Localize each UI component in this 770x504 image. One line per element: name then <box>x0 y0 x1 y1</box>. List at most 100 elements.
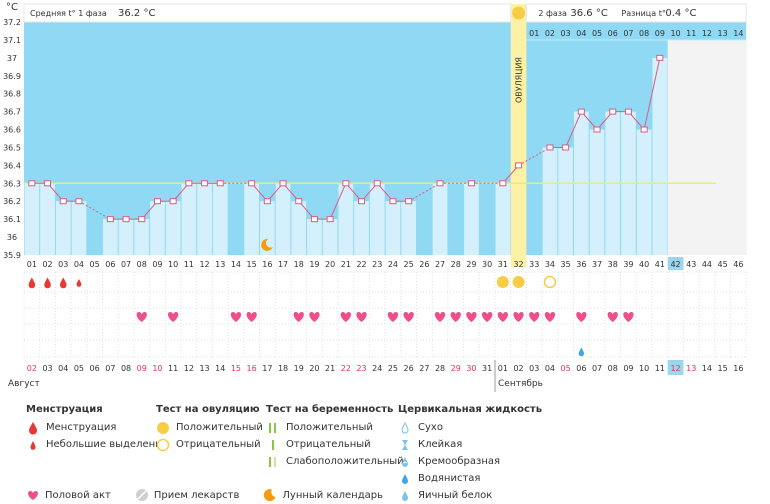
legend-item-light-bleeding: Небольшие выделения <box>26 436 168 453</box>
y-tick-label: 36.4 <box>3 161 21 170</box>
temperature-point <box>153 198 161 205</box>
temperature-point <box>248 180 256 187</box>
weak-stripes-icon <box>266 455 280 469</box>
legend-cervical: Цервикальная жидкость Сухо Клейкая Кремо… <box>398 404 542 504</box>
phase2-day-label: 02 <box>545 29 555 38</box>
cycle-day-label: 21 <box>341 260 351 269</box>
temperature-point <box>624 108 632 115</box>
legend-item-label: Небольшие выделения <box>46 439 168 450</box>
legend-pregnancy-test: Тест на беременность Положительный Отриц… <box>266 404 404 470</box>
heart-icon <box>450 312 461 322</box>
temperature-point <box>279 180 287 187</box>
temperature-bar <box>385 201 401 255</box>
calendar-date-label: 20 <box>309 364 319 373</box>
ovulation-test-positive-icon <box>512 276 525 288</box>
calendar-date-label: 21 <box>325 364 335 373</box>
calendar-date-label: 03 <box>42 364 52 373</box>
cycle-day-label: 33 <box>529 260 539 269</box>
current-date-highlight <box>667 360 684 375</box>
calendar-date-label: 08 <box>608 364 618 373</box>
temperature-point <box>106 216 114 223</box>
heart-icon <box>544 312 556 322</box>
temperature-bar <box>181 183 197 255</box>
legend-item-label: Лунный календарь <box>282 489 383 501</box>
calendar-date-label: 13 <box>199 364 209 373</box>
temperature-point <box>138 216 146 223</box>
temperature-line-segment <box>329 183 347 220</box>
temperature-point <box>358 198 366 205</box>
calendar-date-label: 08 <box>121 364 131 373</box>
legend-item-creamy: Кремообразная <box>398 453 542 470</box>
cycle-day-label: 34 <box>545 260 555 269</box>
heart-icon <box>246 312 257 322</box>
calendar-date-label: 01 <box>498 364 508 373</box>
cycle-day-label: 13 <box>215 260 225 269</box>
creamy-icon <box>398 455 412 469</box>
one-stripe-icon <box>266 438 280 452</box>
legend-item-sticky: Клейкая <box>398 436 542 453</box>
temperature-point <box>75 198 83 205</box>
legend-item-label: Положительный <box>286 422 373 433</box>
calendar-date-label: 10 <box>639 364 649 373</box>
ovulation-band <box>510 4 527 267</box>
heart-icon <box>340 312 351 322</box>
cycle-day-label: 35 <box>561 260 571 269</box>
legend-item-label: Яичный белок <box>418 490 493 501</box>
phase2-day-label: 09 <box>655 29 665 38</box>
temperature-bar <box>24 183 40 255</box>
cycle-day-label: 45 <box>718 260 728 269</box>
temperature-point <box>263 198 271 205</box>
temperature-point <box>216 180 224 187</box>
temperature-bar <box>495 183 511 255</box>
temperature-bar <box>150 201 165 255</box>
legend-cervical-title: Цервикальная жидкость <box>398 404 543 415</box>
cycle-day-label: 46 <box>733 260 743 269</box>
sun-outline-icon <box>156 438 170 452</box>
legend-menstruation-title: Менструация <box>26 404 103 415</box>
calendar-date-label: 24 <box>372 364 382 373</box>
legend-item-dry: Сухо <box>398 419 542 436</box>
y-tick-label: 37.2 <box>3 18 21 27</box>
cycle-day-label: 38 <box>608 260 618 269</box>
legend-item-label: Кремообразная <box>418 456 501 467</box>
phase2-day-label: 06 <box>608 29 618 38</box>
temperature-point <box>593 126 601 133</box>
legend-item-preg-negative: Отрицательный <box>266 436 404 453</box>
phase2-day-label: 14 <box>733 29 743 38</box>
calendar-date-label: 31 <box>482 364 492 373</box>
legend-item-label: Положительный <box>176 422 263 433</box>
calendar-date-label: 29 <box>451 364 461 373</box>
temperature-point <box>185 180 193 187</box>
phase2-day-label: 12 <box>702 29 712 38</box>
temperature-point <box>405 198 413 205</box>
temperature-bar <box>307 219 322 255</box>
cycle-day-label: 27 <box>435 260 445 269</box>
cycle-day-label: 36 <box>576 260 586 269</box>
calendar-date-label: 27 <box>419 364 429 373</box>
legend-ovulation-test-title: Тест на овуляцию <box>156 404 260 415</box>
cycle-day-label: 04 <box>74 260 84 269</box>
temperature-point <box>515 162 523 169</box>
cycle-day-label: 08 <box>137 260 147 269</box>
legend-item-ov-negative: Отрицательный <box>156 436 263 453</box>
menstruation-drop-icon <box>44 277 51 289</box>
heart-icon <box>136 312 147 322</box>
temperature-bar <box>354 201 369 255</box>
calendar-date-label: 12 <box>670 364 680 373</box>
legend-item-preg-weak: Слабоположительный <box>266 453 404 470</box>
temperature-bar <box>401 201 416 255</box>
heart-icon <box>26 488 40 502</box>
y-tick-label: 36.2 <box>3 197 21 206</box>
ovulation-test-positive-icon <box>496 276 509 288</box>
y-tick-label: 36 <box>7 233 17 242</box>
sun-filled-icon <box>156 421 170 435</box>
legend-ovulation-test: Тест на овуляцию Положительный Отрицател… <box>156 404 263 453</box>
cycle-day-label: 02 <box>42 260 52 269</box>
calendar-date-label: 02 <box>513 364 523 373</box>
cycle-day-label: 12 <box>199 260 209 269</box>
watery-drop-icon <box>398 472 412 486</box>
legend-item-label: Прием лекарств <box>153 489 240 501</box>
temperature-bar <box>118 219 134 255</box>
menstruation-drop-icon <box>59 277 67 289</box>
temperature-point <box>342 180 350 187</box>
